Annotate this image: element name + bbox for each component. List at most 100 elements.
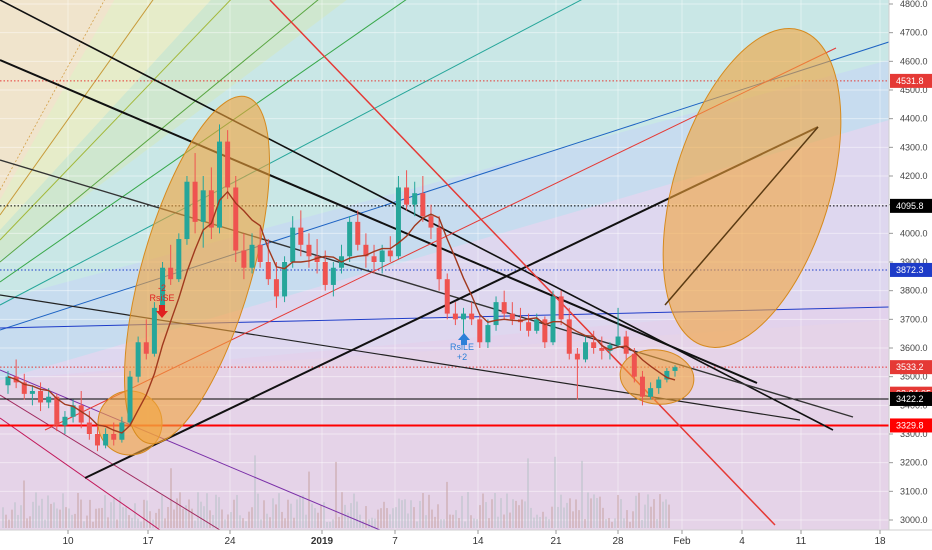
ellipse-projection [662, 28, 842, 348]
volume-bar [479, 505, 481, 528]
volume-bar [602, 507, 604, 528]
volume-bar [248, 511, 250, 528]
volume-bar [116, 519, 118, 528]
volume-bar [650, 506, 652, 528]
candle-body [38, 391, 44, 403]
candle-body [574, 353, 580, 360]
price-tag-bg [890, 360, 932, 375]
candle-body [257, 244, 263, 262]
y-tick-label: 3500.0 [900, 372, 928, 382]
volume-bar [125, 507, 127, 528]
volume-bar [101, 507, 103, 528]
candle-body [452, 313, 458, 320]
candle-body [127, 376, 133, 423]
y-tick-label: 3000.0 [900, 515, 928, 525]
candle-body [412, 193, 418, 205]
volume-bar [251, 507, 253, 528]
volume-bar [356, 501, 358, 528]
volume-bar [38, 505, 40, 528]
candle-body [485, 325, 491, 343]
rsi-long-label: RsiLE [450, 342, 474, 352]
candle-body [607, 345, 613, 351]
volume-bar [296, 499, 298, 528]
volume-bar [665, 499, 667, 528]
volume-bar [494, 492, 496, 528]
volume-bar [35, 492, 37, 528]
volume-bar [425, 515, 427, 528]
volume-bar [350, 503, 352, 528]
volume-bar [452, 514, 454, 528]
candle-body [62, 416, 68, 426]
candle-body [314, 256, 320, 262]
volume-bar [332, 519, 334, 528]
price-tag-label: 4095.8 [896, 201, 924, 211]
volume-bar [122, 507, 124, 528]
volume-bar [422, 493, 424, 528]
volume-bar [428, 494, 430, 528]
rsi-short-value: -2 [158, 283, 166, 293]
volume-bar [353, 493, 355, 528]
candle-body [184, 181, 190, 240]
volume-bar [542, 511, 544, 528]
volume-bar [464, 521, 466, 528]
volume-bar [563, 507, 565, 528]
price-tag-bg [890, 418, 932, 433]
volume-bar [617, 494, 619, 528]
volume-bar [635, 495, 637, 528]
volume-bar [347, 512, 349, 528]
price-tag-label: 3422.2 [896, 394, 924, 404]
candle-body [461, 313, 467, 320]
projection-line [664, 126, 819, 306]
volume-bar [275, 504, 277, 528]
volume-bar [77, 492, 79, 528]
volume-bar [62, 493, 64, 528]
volume-bar [551, 506, 553, 528]
volume-bar [20, 505, 22, 528]
volume-bar [14, 502, 16, 528]
volume-bar [323, 502, 325, 528]
volume-bar [257, 493, 259, 528]
arrow-up-icon [458, 333, 470, 345]
volume-bar [599, 496, 601, 528]
volume-bar [5, 514, 7, 528]
volume-bar [608, 517, 610, 528]
volume-bar [644, 504, 646, 528]
volume-bar [404, 499, 406, 528]
volume-bar [278, 493, 280, 528]
volume-bar [311, 503, 313, 528]
volume-bar [335, 461, 337, 528]
candle-body [135, 342, 141, 377]
candle-body [542, 319, 548, 343]
volume-bar [536, 514, 538, 528]
candle-body [273, 279, 279, 297]
volume-bar [485, 502, 487, 528]
volume-bar [266, 513, 268, 528]
candle-body [493, 302, 499, 326]
volume-bar [392, 508, 394, 528]
volume-bar [155, 512, 157, 528]
volume-bar [557, 506, 559, 528]
volume-bar [80, 499, 82, 528]
volume-bar [641, 519, 643, 528]
volume-bar [446, 481, 448, 528]
price-axis-tags: 4531.84095.83872.33533.203:24:053422.233… [890, 73, 932, 433]
volume-bar [146, 500, 148, 528]
volume-bar [32, 501, 34, 528]
volume-bar [218, 497, 220, 528]
volume-bar [467, 492, 469, 528]
volume-bar [497, 516, 499, 528]
volume-bar [440, 519, 442, 528]
ellipse-rally [123, 95, 271, 445]
volume-bar [518, 505, 520, 528]
candle-body [322, 262, 328, 285]
candle-body [330, 267, 336, 285]
volume-bar [320, 504, 322, 528]
volume-bar [521, 499, 523, 528]
volume-bar [185, 505, 187, 528]
y-tick-label: 4600.0 [900, 56, 928, 66]
x-tick-label: 17 [142, 536, 154, 547]
time-axis-panel[interactable] [0, 530, 932, 550]
candle-body [355, 221, 361, 245]
volume-bar [128, 515, 130, 528]
